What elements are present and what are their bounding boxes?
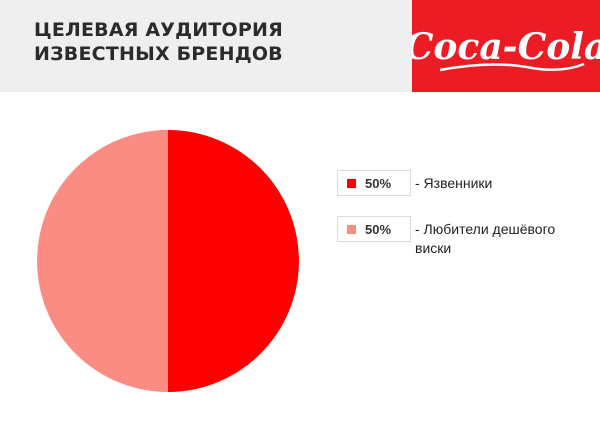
- brand-panel: Coca-Cola: [412, 0, 600, 92]
- legend-percent: 50%: [365, 176, 392, 191]
- coca-cola-logo: Coca-Cola: [412, 26, 600, 72]
- legend-swatch: [347, 225, 356, 234]
- page-title: ЦЕЛЕВАЯ АУДИТОРИЯ ИЗВЕСТНЫХ БРЕНДОВ: [34, 19, 283, 65]
- header-bar: ЦЕЛЕВАЯ АУДИТОРИЯ ИЗВЕСТНЫХ БРЕНДОВ Coca…: [0, 0, 600, 92]
- legend-label: - Любители дешёвого виски: [415, 221, 556, 256]
- logo-dynamic-ribbon: [439, 62, 585, 72]
- legend-box: 50%: [337, 170, 411, 196]
- legend-percent: 50%: [365, 222, 392, 237]
- legend-label: - Язвенники: [415, 175, 493, 191]
- brand-logo-text: Coca-Cola: [412, 26, 600, 68]
- pie-slice-2: [37, 130, 169, 392]
- pie-slice-1: [168, 130, 299, 392]
- pie-slices: [37, 130, 299, 392]
- pie-chart: [37, 130, 299, 392]
- legend-box: 50%: [337, 216, 411, 242]
- legend-swatch: [347, 179, 356, 188]
